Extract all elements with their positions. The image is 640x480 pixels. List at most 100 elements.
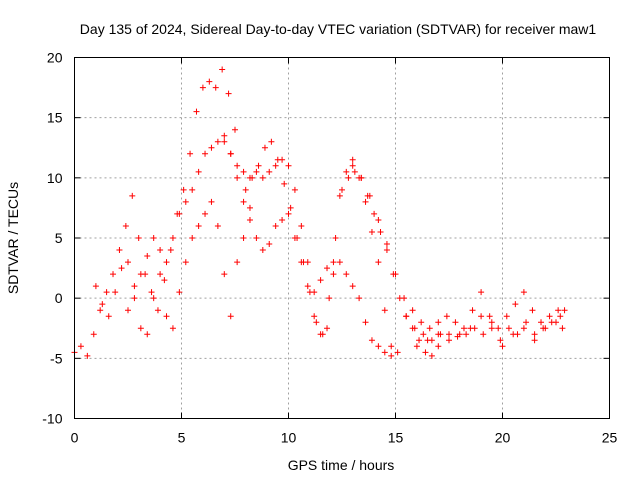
y-tick-labels: -10 -5 0 5 10 15 20	[42, 50, 62, 427]
chart-title: Day 135 of 2024, Sidereal Day-to-day VTE…	[80, 21, 597, 37]
series-track-f	[349, 162, 568, 332]
y-tick-label: 10	[47, 170, 63, 186]
data-point	[242, 186, 249, 193]
data-point	[463, 331, 470, 338]
data-point	[129, 192, 136, 199]
data-point	[112, 289, 119, 296]
data-point	[332, 235, 339, 241]
data-point	[240, 198, 247, 205]
data-point	[375, 216, 382, 223]
series-track-b	[221, 138, 401, 356]
data-point	[392, 271, 399, 278]
data-point	[362, 319, 369, 326]
data-point	[488, 319, 495, 326]
data-point	[234, 162, 241, 169]
x-tick-label: 0	[71, 430, 79, 446]
data-point	[486, 313, 493, 320]
data-point	[182, 198, 189, 205]
data-point	[176, 289, 183, 296]
data-point	[90, 331, 97, 338]
x-tick-label: 5	[178, 430, 186, 446]
data-point	[234, 174, 241, 181]
data-point	[298, 222, 305, 229]
y-tick-label: 20	[47, 50, 63, 66]
data-point	[443, 313, 450, 320]
data-point	[169, 235, 176, 241]
data-point	[84, 352, 91, 359]
data-point	[300, 259, 307, 266]
data-point	[343, 168, 350, 175]
data-point	[219, 66, 226, 73]
grid	[74, 57, 610, 419]
data-point	[272, 162, 279, 169]
data-point	[317, 277, 324, 284]
data-point	[240, 168, 247, 175]
data-point	[144, 331, 151, 338]
data-point	[154, 307, 161, 314]
data-point	[221, 138, 228, 145]
data-point	[553, 319, 559, 326]
data-point	[144, 253, 151, 260]
data-point	[97, 307, 104, 314]
data-point	[377, 228, 384, 235]
data-point	[195, 168, 202, 175]
data-point	[208, 144, 215, 151]
data-point	[319, 331, 326, 338]
data-point	[426, 325, 433, 332]
data-point	[388, 343, 395, 350]
data-point	[234, 259, 241, 266]
data-point	[272, 222, 279, 229]
data-point	[131, 295, 138, 302]
data-point	[503, 313, 510, 320]
data-point	[343, 271, 350, 278]
data-point	[306, 289, 313, 296]
data-point	[435, 343, 442, 350]
data-point	[180, 186, 187, 193]
data-point	[131, 283, 138, 290]
series-track-d	[92, 198, 253, 338]
data-point	[212, 84, 219, 91]
data-point	[488, 325, 495, 332]
data-point	[456, 331, 463, 338]
data-point	[116, 247, 123, 254]
data-point	[520, 289, 527, 296]
data-point	[189, 186, 196, 193]
data-point	[339, 186, 345, 193]
data-point	[150, 235, 157, 241]
data-point	[199, 84, 206, 91]
data-point	[424, 337, 431, 344]
data-point	[416, 337, 423, 344]
data-point	[259, 174, 266, 181]
axis-ticks	[74, 57, 610, 419]
data-point	[202, 210, 209, 217]
data-point	[187, 150, 194, 157]
data-point	[411, 325, 418, 332]
data-point	[161, 277, 168, 284]
data-point	[324, 325, 331, 332]
x-tick-label: 10	[281, 430, 297, 446]
data-point	[137, 325, 144, 332]
data-point	[279, 216, 286, 223]
data-point	[193, 108, 200, 115]
data-point	[253, 168, 260, 175]
data-point	[467, 325, 474, 332]
data-point	[336, 259, 343, 266]
data-point	[125, 259, 131, 266]
series-track-h	[413, 313, 566, 350]
data-point	[555, 307, 562, 314]
data-point	[422, 349, 429, 356]
data-point	[559, 325, 566, 332]
data-point	[206, 78, 213, 85]
data-point	[499, 343, 506, 350]
data-point	[163, 259, 170, 266]
data-point	[375, 259, 382, 266]
data-point	[240, 235, 247, 241]
data-point	[227, 313, 234, 320]
data-point	[542, 325, 549, 332]
data-point	[546, 313, 553, 320]
data-point	[512, 301, 519, 308]
data-point	[259, 247, 266, 254]
x-tick-label: 20	[495, 430, 511, 446]
data-point	[362, 198, 369, 205]
data-point	[214, 222, 221, 229]
